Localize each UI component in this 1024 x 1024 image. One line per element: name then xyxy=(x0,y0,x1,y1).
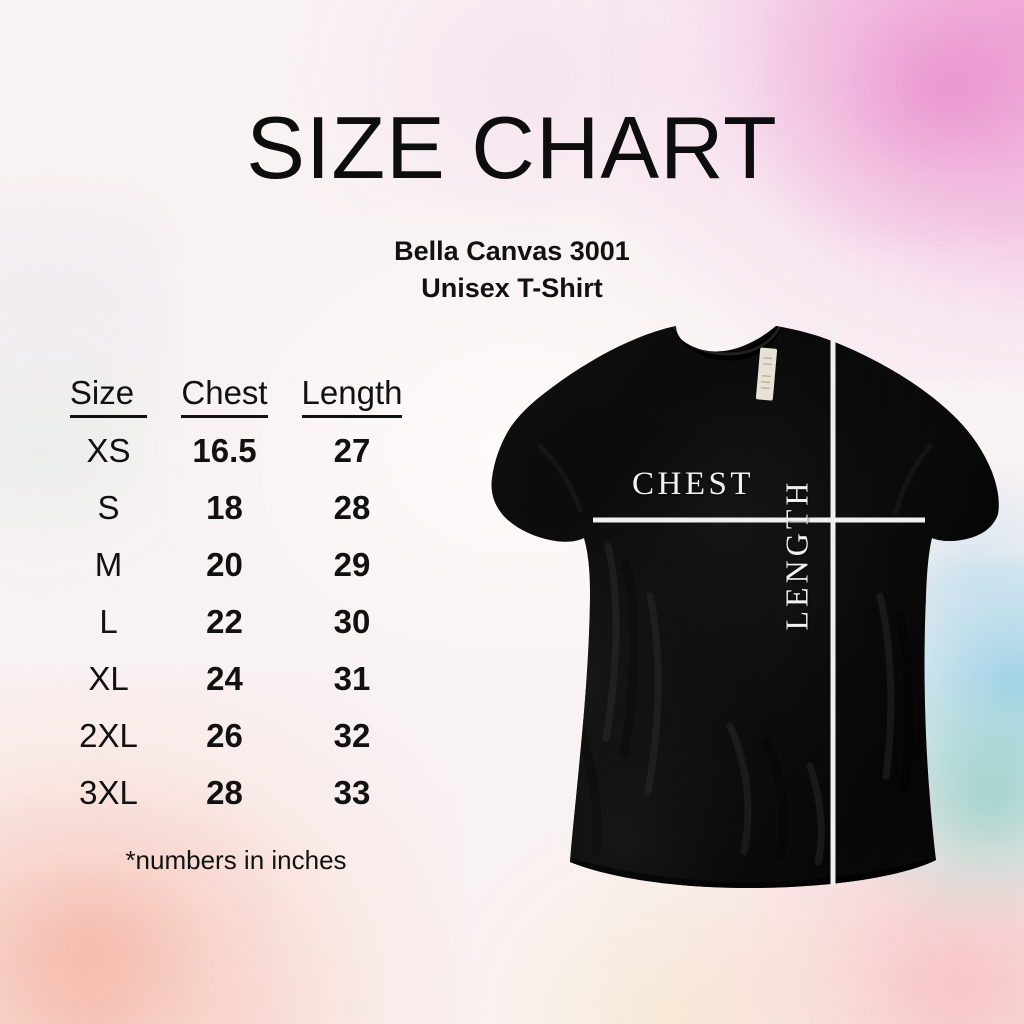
product-name: Bella Canvas 3001 xyxy=(394,236,630,266)
cell-size: XL xyxy=(88,659,129,697)
table-row: 2XL 26 32 xyxy=(56,707,416,764)
page-title: SIZE CHART xyxy=(246,98,778,197)
table-row: XS 16.5 27 xyxy=(56,422,416,479)
table-row: S 18 28 xyxy=(56,479,416,536)
table-row: 3XL 28 33 xyxy=(56,764,416,821)
cell-chest: 20 xyxy=(206,545,243,583)
cell-length: 27 xyxy=(333,431,371,469)
column-header-length: Length xyxy=(288,374,416,422)
tshirt-illustration xyxy=(491,325,999,888)
cell-chest: 26 xyxy=(206,716,243,754)
column-header-size: Size xyxy=(56,374,161,422)
cell-chest: 24 xyxy=(206,659,243,697)
cell-size: 2XL xyxy=(79,716,138,754)
neck-tag xyxy=(755,347,778,401)
table-row: M 20 29 xyxy=(56,536,416,593)
cell-size: L xyxy=(99,602,118,640)
cell-chest: 18 xyxy=(206,488,243,526)
cell-length: 30 xyxy=(333,602,371,640)
size-table: Size Chest Length XS 16.5 27 S 18 28 M 2… xyxy=(56,374,416,821)
product-subtitle: Bella Canvas 3001 Unisex T-Shirt xyxy=(0,233,1024,308)
table-row: XL 24 31 xyxy=(56,650,416,707)
cell-size: S xyxy=(97,488,120,526)
product-style: Unisex T-Shirt xyxy=(421,273,603,304)
cell-size: 3XL xyxy=(79,773,138,811)
table-row: L 22 30 xyxy=(56,593,416,650)
table-header-row: Size Chest Length xyxy=(56,374,416,422)
cell-chest: 28 xyxy=(206,773,243,811)
tshirt-photo xyxy=(480,296,1000,916)
cell-length: 33 xyxy=(333,773,371,811)
tshirt-body xyxy=(491,326,999,888)
cell-size: M xyxy=(94,545,123,583)
cell-chest: 22 xyxy=(206,602,243,640)
background-wash-bottom-left-coral xyxy=(0,804,270,1024)
unit-footnote: *numbers in inches xyxy=(125,845,347,875)
cell-length: 29 xyxy=(333,545,371,583)
cell-length: 31 xyxy=(333,659,371,697)
column-header-chest: Chest xyxy=(161,374,288,422)
cell-length: 28 xyxy=(333,488,371,526)
measurement-guides xyxy=(593,325,925,885)
cell-length: 32 xyxy=(333,716,371,754)
cell-size: XS xyxy=(86,431,131,469)
cell-chest: 16.5 xyxy=(192,431,257,469)
